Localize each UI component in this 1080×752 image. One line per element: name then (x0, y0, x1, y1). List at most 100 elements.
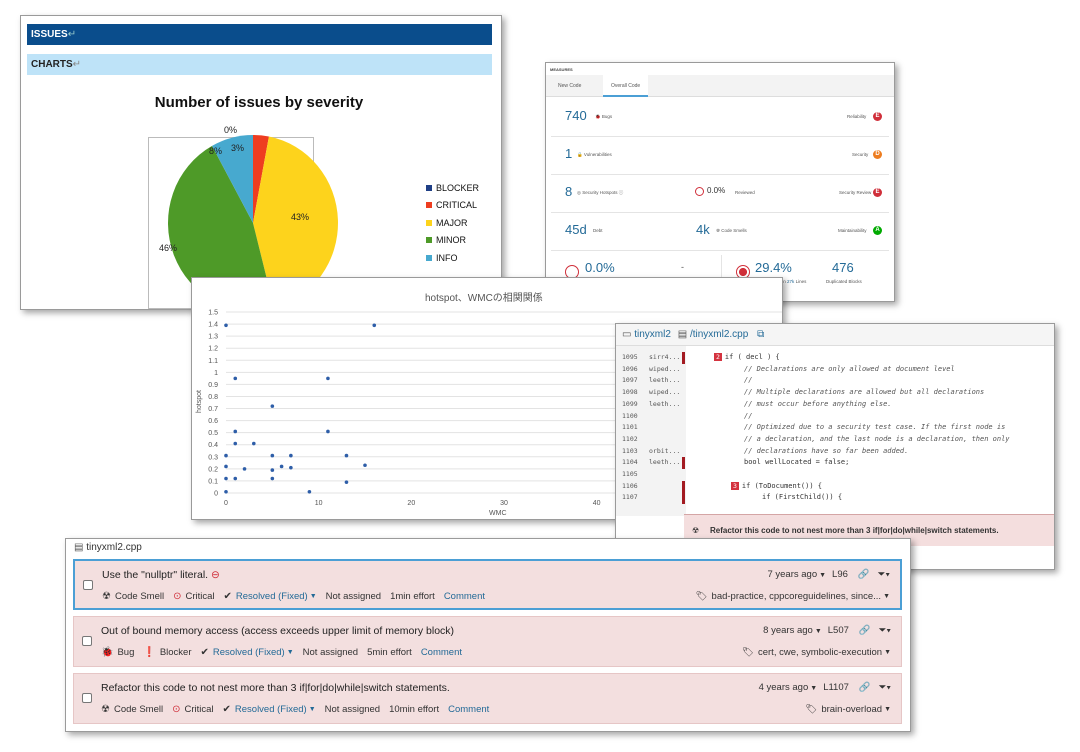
issue-assignee[interactable]: Not assigned (324, 704, 381, 715)
debt-value[interactable]: 45d (565, 222, 587, 237)
code-text: // Declarations are only allowed at docu… (744, 364, 955, 373)
duplications-value[interactable]: 29.4% (755, 260, 792, 275)
hotspots-value[interactable]: 8 (565, 184, 573, 199)
duplicated-blocks-value[interactable]: 476 (832, 260, 854, 275)
scatter-ytick: 1.5 (208, 310, 218, 317)
line-number[interactable]: 1107 (622, 493, 638, 502)
issue-row[interactable]: Use the "nullptr" literal. ⊖ ☢ Code Smell… (73, 559, 902, 610)
issue-tags[interactable]: 🏷 bad-practice, cppcoreguidelines, since.… (695, 591, 890, 602)
filter-icon[interactable]: ⏷▾ (878, 625, 891, 636)
reliability-rating[interactable]: E (873, 112, 882, 121)
issue-assignee[interactable]: Not assigned (325, 591, 382, 602)
line-number[interactable]: 1099 (622, 399, 638, 408)
legend-item-minor: MINOR (426, 232, 479, 250)
issue-title[interactable]: Out of bound memory access (access excee… (101, 625, 455, 637)
issue-assignee[interactable]: Not assigned (302, 647, 359, 658)
issue-right-meta: 7 years ago ▼ L96 🔗 ⏷▾ (767, 569, 890, 580)
issues-panel: ▤ tinyxml2.cpp Use the "nullptr" literal… (65, 538, 911, 732)
scatter-xlabel: WMC (489, 510, 507, 517)
issue-severity[interactable]: ⊙ Critical (173, 591, 215, 602)
breadcrumb-project[interactable]: tinyxml2 (634, 329, 671, 340)
code-breadcrumb: ▭ tinyxml2 ▤ /tinyxml2.cpp ⧉ (616, 324, 1054, 346)
issue-tags[interactable]: 🏷 brain-overload ▼ (805, 704, 891, 715)
security-rating[interactable]: D (873, 150, 882, 159)
tag-icon: 🏷 (805, 704, 818, 715)
issue-row[interactable]: Refactor this code to not nest more than… (73, 673, 902, 724)
link-icon[interactable]: 🔗 (858, 682, 871, 693)
scatter-point (326, 376, 330, 381)
scatter-point (344, 453, 349, 458)
line-number[interactable]: 1105 (622, 470, 638, 478)
link-icon[interactable]: 🔗 (857, 569, 870, 580)
issue-type[interactable]: 🐞 Bug (101, 647, 135, 658)
issue-comment[interactable]: Comment (443, 591, 485, 602)
tab-new-code[interactable]: New Code (558, 83, 582, 89)
issue-age[interactable]: 8 years ago ▼ (763, 625, 822, 636)
scatter-point (372, 323, 377, 328)
scatter-point (289, 465, 293, 470)
issue-type[interactable]: ☢ Code Smell (102, 591, 165, 602)
code-text: // (744, 411, 753, 420)
line-number[interactable]: 1100 (622, 411, 638, 420)
line-number[interactable]: 1103 (622, 446, 638, 455)
nesting-badge[interactable]: 3 (731, 481, 739, 490)
issue-title[interactable]: Use the "nullptr" literal. ⊖ (102, 569, 220, 581)
issue-line-marker (682, 480, 685, 493)
issue-type[interactable]: ☢ Code Smell (101, 704, 164, 715)
issue-comment[interactable]: Comment (420, 647, 462, 658)
scatter-ytick: 0.7 (208, 406, 218, 413)
scatter-ytick: 0.3 (208, 454, 218, 461)
pie-slice-info (212, 135, 253, 223)
filter-icon[interactable]: ⏷▾ (878, 682, 891, 693)
code-smells-value[interactable]: 4k (696, 222, 710, 237)
issue-age[interactable]: 7 years ago ▼ (767, 569, 827, 580)
issue-tags[interactable]: 🏷 cert, cwe, symbolic-execution ▼ (741, 647, 891, 658)
code-line: // Multiple declarations are allowed but… (744, 388, 984, 396)
issue-status[interactable]: ✔ Resolved (Fixed) ▼ (223, 591, 317, 602)
line-number[interactable]: 1096 (622, 364, 638, 373)
code-line: bool wellLocated = false; (744, 458, 849, 466)
line-number[interactable]: 1102 (622, 434, 638, 443)
code-text: if (ToDocument()) { (741, 481, 822, 490)
coverage-value[interactable]: 0.0% (585, 260, 615, 275)
issue-title[interactable]: Refactor this code to not nest more than… (101, 682, 450, 694)
check-circle-icon: ✔ (222, 704, 231, 715)
issue-checkbox[interactable] (82, 636, 92, 646)
issue-severity[interactable]: ❗ Blocker (143, 647, 192, 658)
line-number[interactable]: 1098 (622, 388, 638, 397)
issue-comment[interactable]: Comment (448, 704, 490, 715)
line-number[interactable]: 1097 (622, 376, 638, 385)
scatter-xtick: 0 (224, 500, 228, 507)
link-icon[interactable]: 🔗 (858, 625, 871, 636)
line-number[interactable]: 1095 (622, 353, 638, 361)
nesting-badge[interactable]: 2 (714, 353, 722, 361)
issue-status[interactable]: ✔ Resolved (Fixed) ▼ (200, 647, 294, 658)
issue-checkbox[interactable] (82, 693, 92, 703)
scatter-ylabel: hotspot (195, 390, 203, 413)
bugs-value[interactable]: 740 (565, 108, 587, 123)
breadcrumb-file[interactable]: /tinyxml2.cpp (689, 329, 749, 340)
issue-checkbox[interactable] (83, 580, 93, 590)
issue-line: L96 (832, 569, 848, 580)
measure-row-debt: 45d Debt 4k ☢ Code Smells Maintainabilit… (551, 213, 889, 251)
scatter-point (279, 464, 284, 469)
line-number[interactable]: 1104 (622, 458, 638, 467)
line-number[interactable]: 1106 (622, 481, 638, 490)
scatter-point (224, 323, 228, 328)
scatter-xtick: 10 (315, 500, 323, 507)
maintainability-rating[interactable]: A (873, 226, 882, 235)
filter-icon[interactable]: ⏷▾ (877, 569, 890, 580)
issue-status[interactable]: ✔ Resolved (Fixed) ▼ (222, 704, 316, 715)
vulnerabilities-value[interactable]: 1 (565, 146, 573, 161)
project-icon: ▭ (622, 329, 632, 340)
scatter-ytick: 1.2 (208, 346, 218, 353)
issue-age[interactable]: 4 years ago ▼ (758, 682, 818, 693)
issue-severity[interactable]: ⊙ Critical (172, 704, 214, 715)
line-number[interactable]: 1101 (622, 423, 638, 432)
security-review-rating[interactable]: E (873, 188, 882, 197)
scatter-title: hotspot、WMCの相関関係 (425, 293, 543, 304)
issue-row[interactable]: Out of bound memory access (access excee… (73, 616, 902, 667)
copy-icon[interactable]: ⧉ (757, 329, 765, 340)
tab-overall-code[interactable]: Overall Code (603, 75, 649, 97)
line-author: leeth... (649, 376, 681, 385)
